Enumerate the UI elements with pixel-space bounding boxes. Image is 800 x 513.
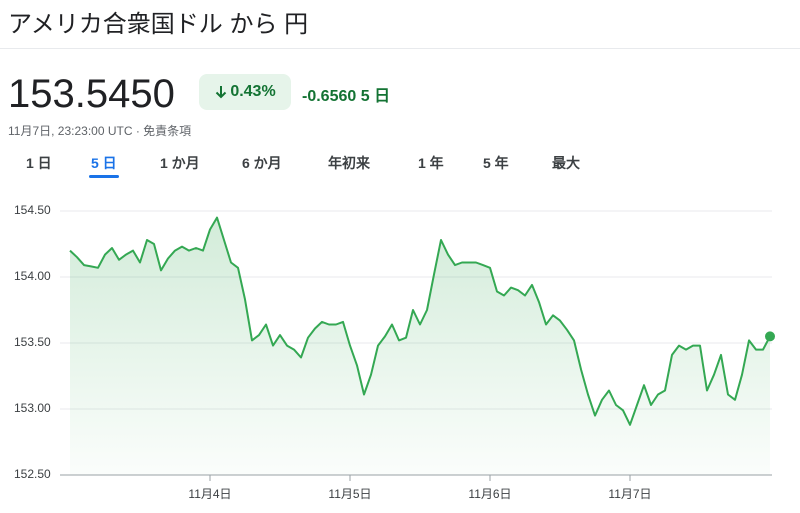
timestamp: 11月7日, 23:23:00 UTC · 免責条項 (8, 124, 192, 138)
tab[interactable]: 最大 (552, 155, 580, 171)
change-period: 5 日 (360, 88, 391, 105)
price: 153.5450 (8, 72, 175, 116)
change-value: -0.6560 (302, 88, 357, 105)
tab[interactable]: 5 年 (483, 155, 509, 171)
y-tick-label: 154.50 (14, 203, 51, 217)
x-tick-label: 11月7日 (608, 487, 651, 501)
x-tick-label: 11月5日 (328, 487, 371, 501)
x-tick-label: 11月6日 (468, 487, 511, 501)
divider (0, 48, 800, 49)
tab[interactable]: 1 日 (26, 155, 52, 171)
down-arrow (216, 86, 227, 99)
change-percent: 0.43% (230, 83, 276, 100)
change: -0.6560 5 日 (302, 82, 390, 106)
line (69, 216, 771, 426)
tab[interactable]: 5 日 (91, 155, 117, 171)
y-tick-label: 153.00 (14, 401, 51, 415)
change-chip: 0.43% (199, 74, 291, 110)
title: アメリカ合衆国ドル から 円 (8, 11, 309, 38)
tab-underline (89, 175, 119, 178)
y-tick-label: 152.50 (14, 467, 51, 481)
area-fill (70, 217, 770, 475)
y-tick-label: 153.50 (14, 335, 51, 349)
tab[interactable]: 6 か月 (242, 155, 282, 171)
y-tick-label: 154.00 (14, 269, 51, 283)
tab[interactable]: 年初来 (328, 155, 370, 171)
x-tick-label: 11月4日 (188, 487, 231, 501)
end-dot (765, 331, 775, 342)
tab[interactable]: 1 か月 (160, 155, 200, 171)
tab[interactable]: 1 年 (418, 155, 444, 171)
